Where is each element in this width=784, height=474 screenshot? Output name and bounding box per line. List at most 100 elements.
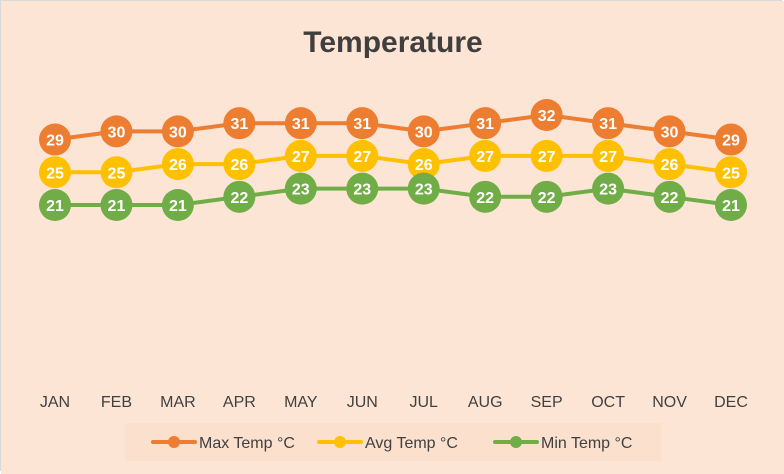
x-tick-label: MAR <box>160 394 196 411</box>
data-point <box>653 148 686 181</box>
data-label: 23 <box>353 182 371 199</box>
x-tick-label: APR <box>223 394 256 411</box>
data-label: 29 <box>46 133 64 150</box>
data-point <box>469 180 502 213</box>
legend-item: Avg Temp °C <box>317 435 458 452</box>
data-label: 26 <box>230 157 248 174</box>
data-point <box>284 107 317 140</box>
legend-label: Max Temp °C <box>199 435 295 452</box>
data-label: 30 <box>661 124 679 141</box>
legend-item: Max Temp °C <box>151 435 295 452</box>
data-point <box>346 172 379 205</box>
legend-item: Min Temp °C <box>493 435 632 452</box>
data-point <box>715 156 747 189</box>
legend-marker <box>510 436 522 448</box>
data-label: 21 <box>108 198 126 215</box>
data-label: 25 <box>108 165 126 182</box>
x-tick-label: NOV <box>652 394 687 411</box>
data-point <box>592 139 625 172</box>
data-label: 29 <box>722 133 740 150</box>
data-point <box>161 189 194 221</box>
series-3: 21 21 21 22 23 23 23 22 22 23 22 21 <box>39 172 747 221</box>
data-point <box>161 115 194 148</box>
data-point <box>407 148 440 181</box>
data-label: 21 <box>46 198 64 215</box>
data-label: 21 <box>722 198 740 215</box>
data-point <box>100 156 133 189</box>
data-point <box>530 99 563 131</box>
data-point <box>530 139 563 172</box>
data-label: 31 <box>292 116 310 133</box>
data-point <box>223 148 256 181</box>
x-tick-label: JUN <box>347 394 378 411</box>
data-label: 23 <box>292 182 310 199</box>
x-tick-label: JUL <box>410 394 439 411</box>
data-point <box>592 172 625 205</box>
x-tick-label: AUG <box>468 394 503 411</box>
data-label: 31 <box>476 116 494 133</box>
data-label: 22 <box>476 190 494 207</box>
data-label: 21 <box>169 198 187 215</box>
data-point <box>530 180 563 213</box>
data-label: 22 <box>230 190 248 207</box>
data-label: 26 <box>661 157 679 174</box>
x-tick-label: SEP <box>531 394 563 411</box>
data-label: 25 <box>722 165 740 182</box>
data-point <box>100 115 133 148</box>
data-label: 31 <box>353 116 371 133</box>
data-label: 22 <box>661 190 679 207</box>
data-point <box>346 107 379 140</box>
data-point <box>39 189 71 221</box>
data-point <box>592 107 625 140</box>
legend-label: Avg Temp °C <box>365 435 458 452</box>
legend-box <box>125 423 661 461</box>
data-label: 27 <box>292 149 310 166</box>
data-label: 32 <box>538 108 556 125</box>
x-tick-label: OCT <box>591 394 625 411</box>
data-label: 30 <box>169 124 187 141</box>
data-label: 27 <box>353 149 371 166</box>
data-point <box>284 172 317 205</box>
data-label: 27 <box>476 149 494 166</box>
data-point <box>284 139 317 172</box>
data-label: 27 <box>599 149 617 166</box>
data-point <box>223 180 256 213</box>
legend-label: Min Temp °C <box>541 435 632 452</box>
data-label: 26 <box>415 157 433 174</box>
data-point <box>346 139 379 172</box>
chart-title: Temperature <box>303 26 483 59</box>
data-label: 23 <box>415 182 433 199</box>
legend-marker <box>168 436 180 448</box>
data-label: 31 <box>230 116 248 133</box>
data-label: 27 <box>538 149 556 166</box>
data-point <box>653 180 686 213</box>
data-point <box>715 123 747 156</box>
x-tick-label: FEB <box>101 394 132 411</box>
data-point <box>469 139 502 172</box>
data-point <box>223 107 256 140</box>
data-point <box>100 189 133 221</box>
data-point <box>407 172 440 205</box>
data-label: 30 <box>415 124 433 141</box>
x-tick-label: DEC <box>714 394 748 411</box>
x-tick-label: JAN <box>40 394 70 411</box>
data-label: 26 <box>169 157 187 174</box>
x-axis-labels: JAN FEB MAR APR MAY JUN JUL AUG SEP OCT NOV DEC <box>40 394 748 411</box>
data-label: 23 <box>599 182 617 199</box>
series-2: 25 25 26 26 27 27 26 27 27 27 26 25 <box>39 139 747 189</box>
series-1: 29 30 30 31 31 31 30 31 32 31 30 29 <box>39 99 747 156</box>
legend-marker <box>334 436 346 448</box>
data-label: 31 <box>599 116 617 133</box>
data-point <box>653 115 686 148</box>
x-tick-label: MAY <box>284 394 318 411</box>
data-point <box>715 189 747 221</box>
data-point <box>161 148 194 181</box>
data-label: 30 <box>108 124 126 141</box>
data-point <box>469 107 502 140</box>
data-point <box>39 156 71 189</box>
data-point <box>39 123 71 156</box>
data-label: 22 <box>538 190 556 207</box>
